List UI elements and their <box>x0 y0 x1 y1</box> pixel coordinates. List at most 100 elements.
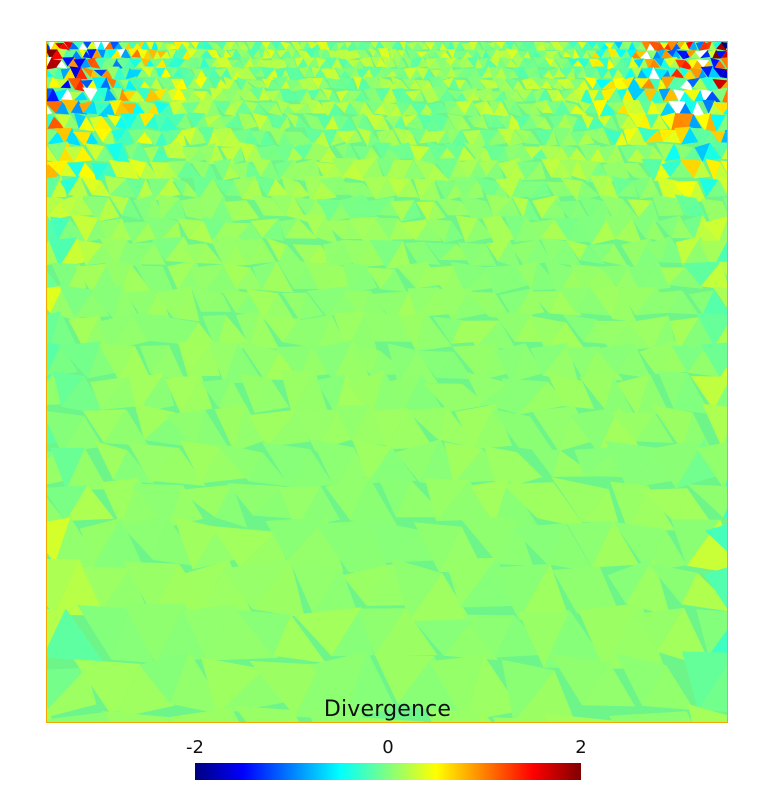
mesh-element <box>273 42 281 50</box>
mesh-element <box>254 177 276 197</box>
mesh-element <box>373 50 383 59</box>
mesh-element <box>689 49 702 60</box>
mesh-element <box>457 146 476 161</box>
mesh-element <box>473 404 513 450</box>
mesh-element <box>614 131 628 146</box>
mesh-element <box>294 104 315 114</box>
mesh-element <box>255 42 263 49</box>
mesh-element <box>220 68 231 80</box>
mesh-element <box>188 58 201 70</box>
mesh-element <box>641 78 655 89</box>
mesh-element <box>719 366 727 378</box>
mesh-element <box>120 67 130 80</box>
mesh-element <box>445 57 457 67</box>
mesh-element <box>592 79 603 92</box>
mesh-element <box>280 49 292 59</box>
mesh-element <box>244 87 259 102</box>
mesh-element <box>53 371 84 407</box>
mesh-element <box>417 42 425 50</box>
mesh-element <box>510 42 519 51</box>
mesh-element <box>47 517 71 565</box>
mesh-element <box>243 114 258 130</box>
mesh-element <box>352 439 392 484</box>
mesh-element <box>430 42 439 51</box>
mesh-element <box>409 145 430 164</box>
mesh-element <box>420 179 442 201</box>
mesh-element <box>125 242 155 265</box>
mesh-element <box>125 79 138 92</box>
mesh-element <box>47 197 62 219</box>
mesh-element <box>266 237 288 262</box>
mesh-element <box>327 50 336 59</box>
mesh-element <box>708 629 727 660</box>
mesh-element <box>505 48 519 60</box>
mesh-element <box>686 49 698 58</box>
mesh-element <box>148 178 171 201</box>
mesh-element <box>60 160 78 177</box>
mesh-element <box>197 178 225 201</box>
mesh-element <box>263 293 296 322</box>
mesh-element <box>68 175 90 200</box>
mesh-element <box>484 143 507 164</box>
mesh-element <box>312 569 359 617</box>
mesh-element <box>710 57 720 69</box>
mesh-element <box>149 161 171 182</box>
mesh-element <box>360 290 387 319</box>
mesh-element <box>546 89 559 105</box>
mesh-element <box>50 49 63 60</box>
mesh-element <box>347 90 362 100</box>
mesh-element <box>501 378 549 415</box>
mesh-element <box>326 57 338 68</box>
mesh-element <box>169 99 186 117</box>
mesh-element <box>684 198 707 218</box>
mesh-element <box>363 216 393 242</box>
mesh-element <box>295 664 345 719</box>
mesh-element <box>501 50 513 60</box>
mesh-element <box>365 114 383 130</box>
mesh-element <box>370 87 383 104</box>
mesh-element <box>199 195 224 222</box>
mesh-element <box>581 50 590 60</box>
mesh-element <box>550 654 610 706</box>
mesh-element <box>356 67 370 80</box>
mesh-element <box>318 77 331 90</box>
mesh-element <box>115 116 130 131</box>
mesh-element <box>544 78 559 88</box>
mesh-element <box>79 100 94 114</box>
mesh-element <box>63 42 73 50</box>
mesh-element <box>390 76 401 90</box>
mesh-element <box>523 199 540 221</box>
mesh-element <box>85 243 115 266</box>
mesh-element <box>486 159 505 182</box>
mesh-element <box>118 346 152 382</box>
mesh-element <box>50 216 70 241</box>
mesh-element <box>342 262 367 294</box>
mesh-element <box>182 146 202 165</box>
mesh-element <box>232 128 251 148</box>
mesh-element <box>233 200 260 221</box>
mesh-element <box>397 655 462 717</box>
mesh-element <box>48 311 78 351</box>
mesh-element <box>172 67 185 79</box>
mesh-element <box>457 515 517 565</box>
mesh-element <box>73 146 93 163</box>
mesh-element <box>150 59 163 69</box>
mesh-element <box>256 80 269 88</box>
mesh-element <box>439 42 448 51</box>
mesh-element <box>102 568 149 614</box>
mesh-element <box>556 42 564 52</box>
mesh-element <box>176 113 193 131</box>
mesh-element <box>67 50 77 59</box>
mesh-element <box>576 49 587 60</box>
mesh-element <box>426 115 443 132</box>
mesh-element <box>94 128 112 143</box>
mesh-element <box>121 477 164 528</box>
mesh-element <box>595 66 609 79</box>
mesh-element <box>295 116 308 128</box>
mesh-element <box>180 68 190 81</box>
mesh-element <box>588 243 614 261</box>
mesh-element <box>671 112 689 131</box>
mesh-element <box>591 50 601 59</box>
mesh-element <box>467 292 495 317</box>
mesh-element <box>478 159 499 177</box>
